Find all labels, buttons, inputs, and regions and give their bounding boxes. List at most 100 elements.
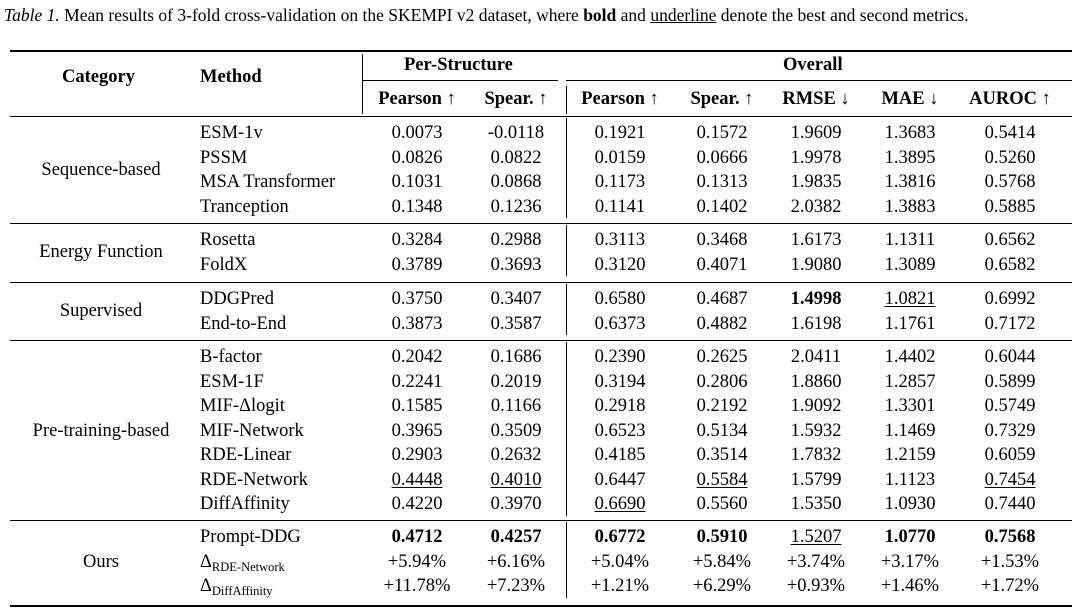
overall-divider bbox=[566, 284, 567, 335]
group-separator bbox=[10, 520, 1072, 521]
value-cell: 0.4185 bbox=[594, 445, 646, 465]
value-cell: 0.5768 bbox=[984, 172, 1036, 192]
method-name: Rosetta bbox=[200, 228, 256, 253]
method-name: RDE-Linear bbox=[200, 443, 291, 468]
column-header: AUROC ↑ bbox=[969, 89, 1051, 109]
value-cell: +1.46% bbox=[880, 576, 940, 596]
method-name: DDGPred bbox=[200, 287, 274, 312]
value-cell: 0.7454 bbox=[984, 469, 1036, 490]
category-label: Supervised bbox=[59, 301, 143, 322]
top-rule bbox=[10, 50, 1072, 52]
value-cell: 0.3789 bbox=[391, 254, 443, 275]
value-cell: +7.23% bbox=[486, 576, 546, 596]
value-cell: 0.3750 bbox=[391, 289, 443, 309]
value-cell: 1.8860 bbox=[790, 371, 842, 392]
value-cell: 0.0159 bbox=[594, 147, 646, 168]
value-cell: 0.6690 bbox=[594, 494, 646, 514]
value-cell: 0.3194 bbox=[594, 371, 646, 392]
value-cell: 0.5749 bbox=[984, 396, 1036, 416]
divider-overall bbox=[566, 86, 567, 114]
value-cell: 1.9978 bbox=[790, 147, 842, 168]
method-name: FoldX bbox=[200, 253, 247, 278]
value-cell: 1.6173 bbox=[790, 230, 842, 250]
value-cell: 0.0073 bbox=[391, 123, 443, 143]
value-cell: 0.1585 bbox=[391, 396, 443, 416]
value-cell: 0.6582 bbox=[984, 254, 1036, 275]
method-label: RDE-Network bbox=[200, 469, 308, 490]
value-cell: 0.4882 bbox=[696, 313, 748, 334]
value-cell: 1.1311 bbox=[884, 230, 936, 250]
method-name: ESM-1F bbox=[200, 370, 264, 395]
value-cell: 0.0826 bbox=[391, 147, 443, 168]
caption-label: Table 1. bbox=[4, 5, 60, 25]
value-cell: 0.7568 bbox=[984, 527, 1036, 547]
value-cell: 1.2857 bbox=[884, 371, 936, 392]
group-separator bbox=[10, 223, 1072, 224]
value-cell: +5.84% bbox=[692, 551, 752, 572]
value-cell: 0.3965 bbox=[391, 420, 443, 441]
overall-divider bbox=[566, 225, 567, 276]
method-label: PSSM bbox=[200, 147, 248, 168]
caption-text-1: Mean results of 3-fold cross-validation … bbox=[64, 5, 579, 25]
value-cell: 2.0382 bbox=[790, 196, 842, 217]
value-cell: +1.72% bbox=[980, 576, 1040, 596]
value-cell: 0.6562 bbox=[984, 230, 1036, 250]
method-label: B-factor bbox=[200, 347, 262, 367]
value-cell: 0.7172 bbox=[984, 313, 1036, 334]
caption-text-2: and bbox=[620, 5, 646, 25]
value-cell: 0.3120 bbox=[594, 254, 646, 275]
method-label: DDGPred bbox=[200, 289, 274, 309]
value-cell: 1.5207 bbox=[790, 527, 842, 547]
value-cell: 0.6447 bbox=[594, 469, 646, 490]
value-cell: 0.6044 bbox=[984, 347, 1036, 367]
method-name: MIF-Network bbox=[200, 419, 304, 444]
header-per-structure: Per-Structure bbox=[404, 55, 513, 75]
value-cell: 0.5584 bbox=[696, 469, 748, 490]
value-cell: 1.3816 bbox=[884, 172, 936, 192]
value-cell: 1.1469 bbox=[884, 420, 936, 441]
value-cell: 0.7440 bbox=[984, 494, 1036, 514]
value-cell: 1.4402 bbox=[884, 347, 936, 367]
value-cell: 0.6373 bbox=[594, 313, 646, 334]
value-cell: +1.53% bbox=[980, 551, 1040, 572]
value-cell: 0.1686 bbox=[490, 347, 542, 367]
method-label: ESM-1v bbox=[200, 123, 263, 143]
value-cell: +1.21% bbox=[590, 576, 650, 596]
value-cell: 1.3301 bbox=[884, 396, 936, 416]
method-name: PSSM bbox=[200, 146, 247, 171]
value-cell: 1.0770 bbox=[884, 527, 936, 547]
caption-text-3: denote the best and second metrics. bbox=[720, 5, 969, 25]
value-cell: +3.17% bbox=[880, 551, 940, 572]
method-subscript: DiffAffinity bbox=[211, 584, 273, 598]
method-subscript: RDE-Network bbox=[211, 559, 285, 574]
column-header: Spear. ↑ bbox=[484, 89, 548, 109]
value-cell: +0.93% bbox=[786, 576, 846, 596]
column-header: Pearson ↑ bbox=[378, 89, 456, 109]
method-label: MSA Transformer bbox=[200, 172, 336, 192]
value-cell: 0.7329 bbox=[984, 420, 1036, 441]
value-cell: 1.0821 bbox=[884, 289, 936, 309]
group-separator bbox=[10, 340, 1072, 341]
value-cell: 0.3468 bbox=[696, 230, 748, 250]
value-cell: 1.3883 bbox=[884, 196, 936, 217]
value-cell: 0.5134 bbox=[696, 420, 748, 441]
value-cell: 0.3693 bbox=[490, 254, 542, 275]
value-cell: 1.2159 bbox=[884, 445, 936, 465]
value-cell: 0.1031 bbox=[391, 172, 443, 192]
method-name: ESM-1v bbox=[200, 121, 263, 146]
value-cell: 0.1313 bbox=[696, 172, 748, 192]
value-cell: 1.1761 bbox=[884, 313, 936, 334]
method-label: Tranception bbox=[200, 196, 289, 217]
value-cell: +11.78% bbox=[383, 576, 451, 596]
value-cell: 0.6992 bbox=[984, 289, 1036, 309]
value-cell: 0.3587 bbox=[490, 313, 542, 334]
method-label: Prompt-DDG bbox=[200, 527, 301, 547]
value-cell: 1.9080 bbox=[790, 254, 842, 275]
category-label: Pre-training-based bbox=[32, 420, 170, 441]
value-cell: 1.0930 bbox=[884, 494, 936, 514]
value-cell: 0.1921 bbox=[594, 123, 646, 143]
value-cell: 1.9835 bbox=[790, 172, 842, 192]
value-cell: 0.5899 bbox=[984, 371, 1036, 392]
category-label: Ours bbox=[83, 551, 119, 572]
value-cell: 1.7832 bbox=[790, 445, 842, 465]
